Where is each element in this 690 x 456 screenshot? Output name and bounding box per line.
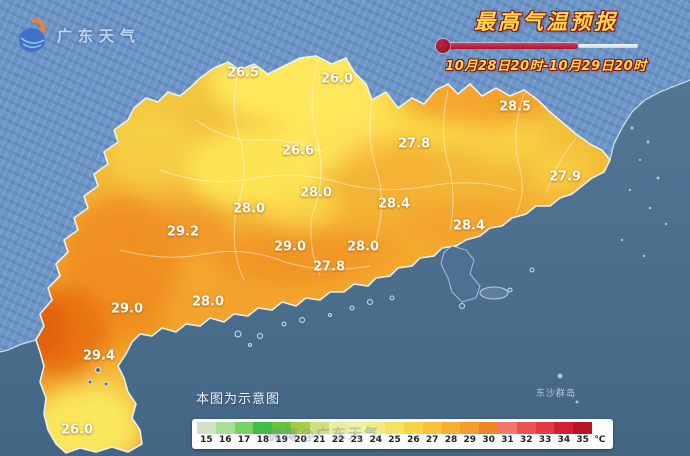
legend-step: 18 bbox=[253, 422, 273, 447]
sea-speckles bbox=[557, 126, 668, 404]
coastal-island bbox=[479, 286, 509, 300]
heat-layer bbox=[36, 56, 592, 453]
legend-step: 16 bbox=[215, 422, 235, 447]
legend-tick: 30 bbox=[482, 435, 495, 445]
map-note: 本图为示意图 bbox=[196, 392, 281, 407]
legend-tick: 26 bbox=[407, 435, 420, 445]
legend-swatch bbox=[460, 422, 480, 434]
legend-swatch bbox=[573, 422, 593, 434]
legend-swatch bbox=[197, 422, 216, 434]
guangxi-coastline bbox=[0, 339, 37, 353]
legend-step: 24 bbox=[366, 422, 386, 447]
legend-swatch bbox=[347, 422, 367, 434]
legend-tick: 27 bbox=[425, 435, 439, 445]
sea bbox=[0, 79, 690, 456]
legend-swatch bbox=[554, 422, 574, 434]
legend-swatch bbox=[291, 422, 310, 434]
weather-logo-icon bbox=[19, 18, 46, 52]
dongsha-islands-label: 东沙群岛 bbox=[536, 389, 577, 399]
legend-tick: 35 bbox=[576, 435, 589, 445]
legend-tick: 17 bbox=[237, 435, 251, 445]
legend-step: 33 bbox=[535, 422, 555, 447]
legend-step: 31 bbox=[498, 422, 517, 447]
legend-swatch bbox=[479, 422, 498, 434]
page-title: 最高气温预报 bbox=[474, 10, 618, 34]
legend-unit: ℃ bbox=[594, 435, 606, 445]
legend-tick: 18 bbox=[256, 435, 270, 445]
legend-step: 32 bbox=[516, 422, 536, 447]
legend-step: 30 bbox=[479, 422, 498, 447]
legend-tick: 20 bbox=[294, 435, 307, 445]
legend-swatch bbox=[516, 422, 536, 434]
legend-step: 35 bbox=[573, 422, 593, 447]
legend-step: 21 bbox=[309, 422, 329, 447]
legend-step: 28 bbox=[441, 422, 461, 447]
legend-swatch bbox=[309, 422, 329, 434]
legend-swatch bbox=[422, 422, 442, 434]
legend-tick: 21 bbox=[313, 435, 326, 445]
legend-step: 29 bbox=[460, 422, 480, 447]
legend-swatch bbox=[328, 422, 348, 434]
thermometer-icon bbox=[430, 39, 662, 53]
legend-swatch bbox=[441, 422, 461, 434]
legend-scale: 15 16 17 18 19 20 21 22 23 24 25 26 27 28 29 30 31 32 33 34… bbox=[197, 422, 593, 447]
pearl-river-estuary bbox=[440, 245, 481, 303]
brand-logo: 广东天气 bbox=[16, 16, 141, 54]
forecast-date-range: 10月28日20时-10月29日20时 bbox=[445, 59, 647, 74]
temperature-legend: 15 16 17 18 19 20 21 22 23 24 25 26 27 28 29 30 31 32 33 34… bbox=[192, 419, 613, 449]
legend-swatch bbox=[535, 422, 555, 434]
legend-step: 27 bbox=[422, 422, 442, 447]
district-boundaries bbox=[119, 59, 577, 281]
legend-swatch bbox=[272, 422, 292, 434]
legend-swatch bbox=[385, 422, 404, 434]
legend-tick: 33 bbox=[538, 435, 552, 445]
island-dots bbox=[87, 267, 535, 387]
legend-step: 17 bbox=[234, 422, 254, 447]
legend-step: 23 bbox=[347, 422, 367, 447]
brand-name: 广东天气 bbox=[57, 26, 142, 45]
legend-swatch bbox=[366, 422, 386, 434]
legend-tick: 24 bbox=[369, 435, 382, 445]
legend-tick: 23 bbox=[350, 435, 364, 445]
title-block: 最高气温预报 10月28日20时-10月29日20时 bbox=[430, 6, 662, 74]
legend-step: 19 bbox=[272, 422, 292, 447]
legend-step: 25 bbox=[385, 422, 404, 447]
legend-tick: 32 bbox=[519, 435, 533, 445]
legend-tick: 25 bbox=[388, 435, 401, 445]
legend-step: 26 bbox=[403, 422, 423, 447]
legend-step: 34 bbox=[554, 422, 574, 447]
legend-step: 15 bbox=[197, 422, 216, 447]
legend-tick: 29 bbox=[463, 435, 477, 445]
fujian-coastline bbox=[609, 79, 690, 161]
legend-step: 20 bbox=[291, 422, 310, 447]
legend-swatch bbox=[234, 422, 254, 434]
legend-tick: 16 bbox=[218, 435, 232, 445]
legend-tick: 22 bbox=[331, 435, 345, 445]
legend-tick: 28 bbox=[444, 435, 458, 445]
legend-swatch bbox=[253, 422, 273, 434]
legend-tick: 31 bbox=[501, 435, 514, 445]
legend-tick: 19 bbox=[275, 435, 288, 445]
legend-swatch bbox=[403, 422, 423, 434]
legend-unit-column: ℃ bbox=[592, 422, 608, 447]
legend-swatch bbox=[498, 422, 517, 434]
legend-tick: 15 bbox=[200, 435, 213, 445]
legend-tick: 34 bbox=[557, 435, 571, 445]
legend-step: 22 bbox=[328, 422, 348, 447]
legend-swatch bbox=[215, 422, 235, 434]
